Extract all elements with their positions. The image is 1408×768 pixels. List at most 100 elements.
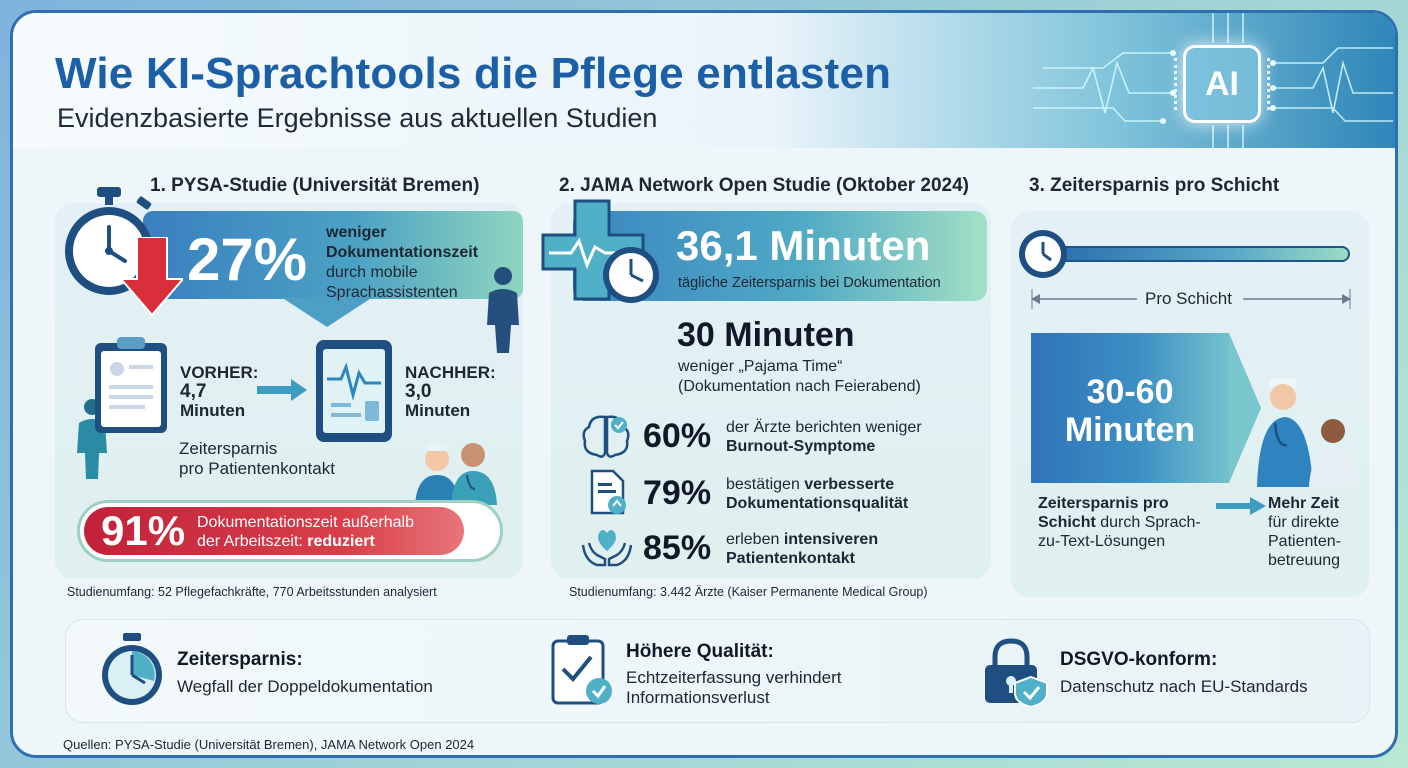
col1-title: 1. PYSA-Studie (Universität Bremen) xyxy=(150,175,480,196)
benefits-panel xyxy=(65,619,1370,723)
page-subtitle: Evidenzbasierte Ergebnisse aus aktuellen… xyxy=(57,103,658,133)
col1-big-value: 27% xyxy=(187,226,308,293)
col2-pajama-line1: weniger „Pajama Time“ xyxy=(678,358,843,375)
infographic-frame: AI Wie KI-Sprachtools die Pflege entlast… xyxy=(10,10,1398,758)
col1-banner-pointer xyxy=(281,297,373,327)
col2-title: 2. JAMA Network Open Studie (Oktober 202… xyxy=(559,175,969,196)
benefit-time-heading: Zeitersparnis: xyxy=(177,649,303,670)
stopwatch-icon xyxy=(65,187,153,295)
down-arrow-icon xyxy=(121,237,183,317)
col1-banner xyxy=(143,211,523,299)
vorher-unit: Minuten xyxy=(180,401,246,420)
tablet-heartbeat-icon xyxy=(316,340,392,442)
col1-91-line1: Dokumentationszeit außerhalb xyxy=(197,514,415,531)
heart-hands-icon xyxy=(581,530,633,567)
col1-91-strong: reduziert xyxy=(307,533,375,550)
clock-icon xyxy=(1019,230,1067,278)
col3-right-line4: betreuung xyxy=(1268,552,1341,569)
benefit-gdpr-text: Datenschutz nach EU-Standards xyxy=(1060,677,1308,696)
nachher-label: NACHHER: 3,0 Minuten xyxy=(405,363,496,420)
stat-79-strong2: Dokumentationsqualität xyxy=(726,495,909,512)
clipboard-document-icon xyxy=(95,337,167,433)
right-arrow-icon xyxy=(257,379,307,401)
col1-91-value: 91% xyxy=(101,507,186,554)
col3-left-strong1: Zeitersparnis pro xyxy=(1038,495,1169,512)
nurses-pair-icon xyxy=(415,443,497,505)
col1-91-pill xyxy=(77,500,503,562)
col3-right-strong: Mehr Zeit xyxy=(1268,495,1340,512)
medical-cross-clock-icon xyxy=(541,199,659,303)
brain-check-icon xyxy=(582,415,630,458)
col3-big-value: 30-60 Minuten xyxy=(1031,373,1229,449)
stat-85-pct: 85% xyxy=(643,529,712,567)
stat-85-prefix: erleben xyxy=(726,531,784,548)
stat-60-pct: 60% xyxy=(643,417,712,455)
col3-title: 3. Zeitersparnis pro Schicht xyxy=(1029,175,1280,196)
per-contact-line2: pro Patientenkontakt xyxy=(179,459,335,478)
stat-79-pct: 79% xyxy=(643,474,712,512)
stopwatch-icon xyxy=(102,633,162,705)
span-arrow-icon xyxy=(1031,289,1351,309)
stat-60-text: der Ärzte berichten weniger Burnout-Symp… xyxy=(726,418,922,456)
stat-79-text: bestätigen verbesserte Dokumentationsqua… xyxy=(726,475,908,513)
col1-banner-text: weniger Dokumentationszeit durch mobile … xyxy=(326,223,516,303)
col3-left-strong2: Schicht xyxy=(1038,514,1096,531)
col1-note: Studienumfang: 52 Pflegefachkräfte, 770 … xyxy=(67,585,437,599)
stat-60-strong: Burnout-Symptome xyxy=(726,438,876,455)
circuit-decoration-icon xyxy=(1033,13,1393,148)
benefit-quality-line2: Informationsverlust xyxy=(626,688,770,707)
col2-second-value: 30 Minuten xyxy=(677,316,855,354)
col2-note: Studienumfang: 3.442 Ärzte (Kaiser Perma… xyxy=(569,585,928,599)
col1-91-text: Dokumentationszeit außerhalb der Arbeits… xyxy=(197,513,414,551)
sources-footnote: Quellen: PYSA-Studie (Universität Bremen… xyxy=(63,737,475,752)
col2-pajama-text: weniger „Pajama Time“ (Dokumentation nac… xyxy=(678,357,921,397)
col2-pajama-line2: (Dokumentation nach Feierabend) xyxy=(678,378,921,395)
stat-79-strong1: verbesserte xyxy=(804,476,895,493)
per-contact-text: Zeitersparnis pro Patientenkontakt xyxy=(179,439,335,479)
benefit-time-text: Wegfall der Doppeldokumentation xyxy=(177,677,433,696)
nurse-patient-icon xyxy=(1257,379,1357,487)
document-upload-icon xyxy=(590,469,626,515)
ai-chip-icon: AI xyxy=(1174,45,1270,123)
benefit-quality-line1: Echtzeiterfassung verhindert xyxy=(626,668,842,687)
span-label: Pro Schicht xyxy=(1145,289,1232,308)
savings-arrow-tip xyxy=(1229,333,1261,483)
nachher-title: NACHHER: xyxy=(405,363,496,382)
col3-big-line1: 30-60 xyxy=(1086,373,1174,411)
vorher-title: VORHER: xyxy=(180,363,259,382)
benefit-gdpr-heading: DSGVO-konform: xyxy=(1060,649,1218,670)
shift-bar xyxy=(1053,246,1350,262)
clipboard-check-icon xyxy=(551,635,612,705)
col1-banner-strong: weniger Dokumentationszeit xyxy=(326,224,479,261)
nurse-silhouette-icon xyxy=(487,267,519,353)
stat-85-text: erleben intensiveren Patientenkontakt xyxy=(726,530,878,568)
stat-85-strong1: intensiveren xyxy=(783,531,879,548)
col3-right-text: Mehr Zeit für direkte Patienten- betreuu… xyxy=(1268,494,1341,570)
col1-91-pill-fill xyxy=(84,507,464,555)
col1-91-line2: der Arbeitszeit: xyxy=(197,533,308,550)
col3-big-line2: Minuten xyxy=(1064,411,1196,449)
per-contact-line1: Zeitersparnis xyxy=(179,439,278,458)
col3-right-line2: für direkte xyxy=(1268,514,1340,531)
nachher-value: 3,0 xyxy=(405,381,432,402)
col3-left-text: Zeitersparnis pro Schicht durch Sprach- … xyxy=(1038,494,1201,551)
col1-banner-rest: durch mobile Sprachassistenten xyxy=(326,264,458,301)
col2-big-sub: tägliche Zeitersparnis bei Dokumentation xyxy=(678,275,941,291)
col3-left-rest2: durch Sprach- xyxy=(1095,514,1201,531)
right-arrow-small-icon xyxy=(1216,497,1266,515)
col3-right-line3: Patienten- xyxy=(1268,533,1341,550)
savings-arrow xyxy=(1031,333,1229,483)
lock-shield-icon xyxy=(985,638,1048,707)
vorher-label: VORHER: 4,7 Minuten xyxy=(180,363,258,420)
ai-chip-label: AI xyxy=(1205,64,1239,103)
header: AI Wie KI-Sprachtools die Pflege entlast… xyxy=(13,13,1395,148)
stat-79-prefix: bestätigen xyxy=(726,476,805,493)
nachher-unit: Minuten xyxy=(405,401,471,420)
stat-60-line1: der Ärzte berichten weniger xyxy=(726,419,922,436)
page-title: Wie KI-Sprachtools die Pflege entlasten xyxy=(55,49,892,98)
col2-big-value: 36,1 Minuten xyxy=(676,222,931,269)
stat-85-strong2: Patientenkontakt xyxy=(726,550,855,567)
col3-left-rest3: zu-Text-Lösungen xyxy=(1038,533,1166,550)
benefit-quality-heading: Höhere Qualität: xyxy=(626,641,774,662)
vorher-value: 4,7 xyxy=(180,381,207,402)
